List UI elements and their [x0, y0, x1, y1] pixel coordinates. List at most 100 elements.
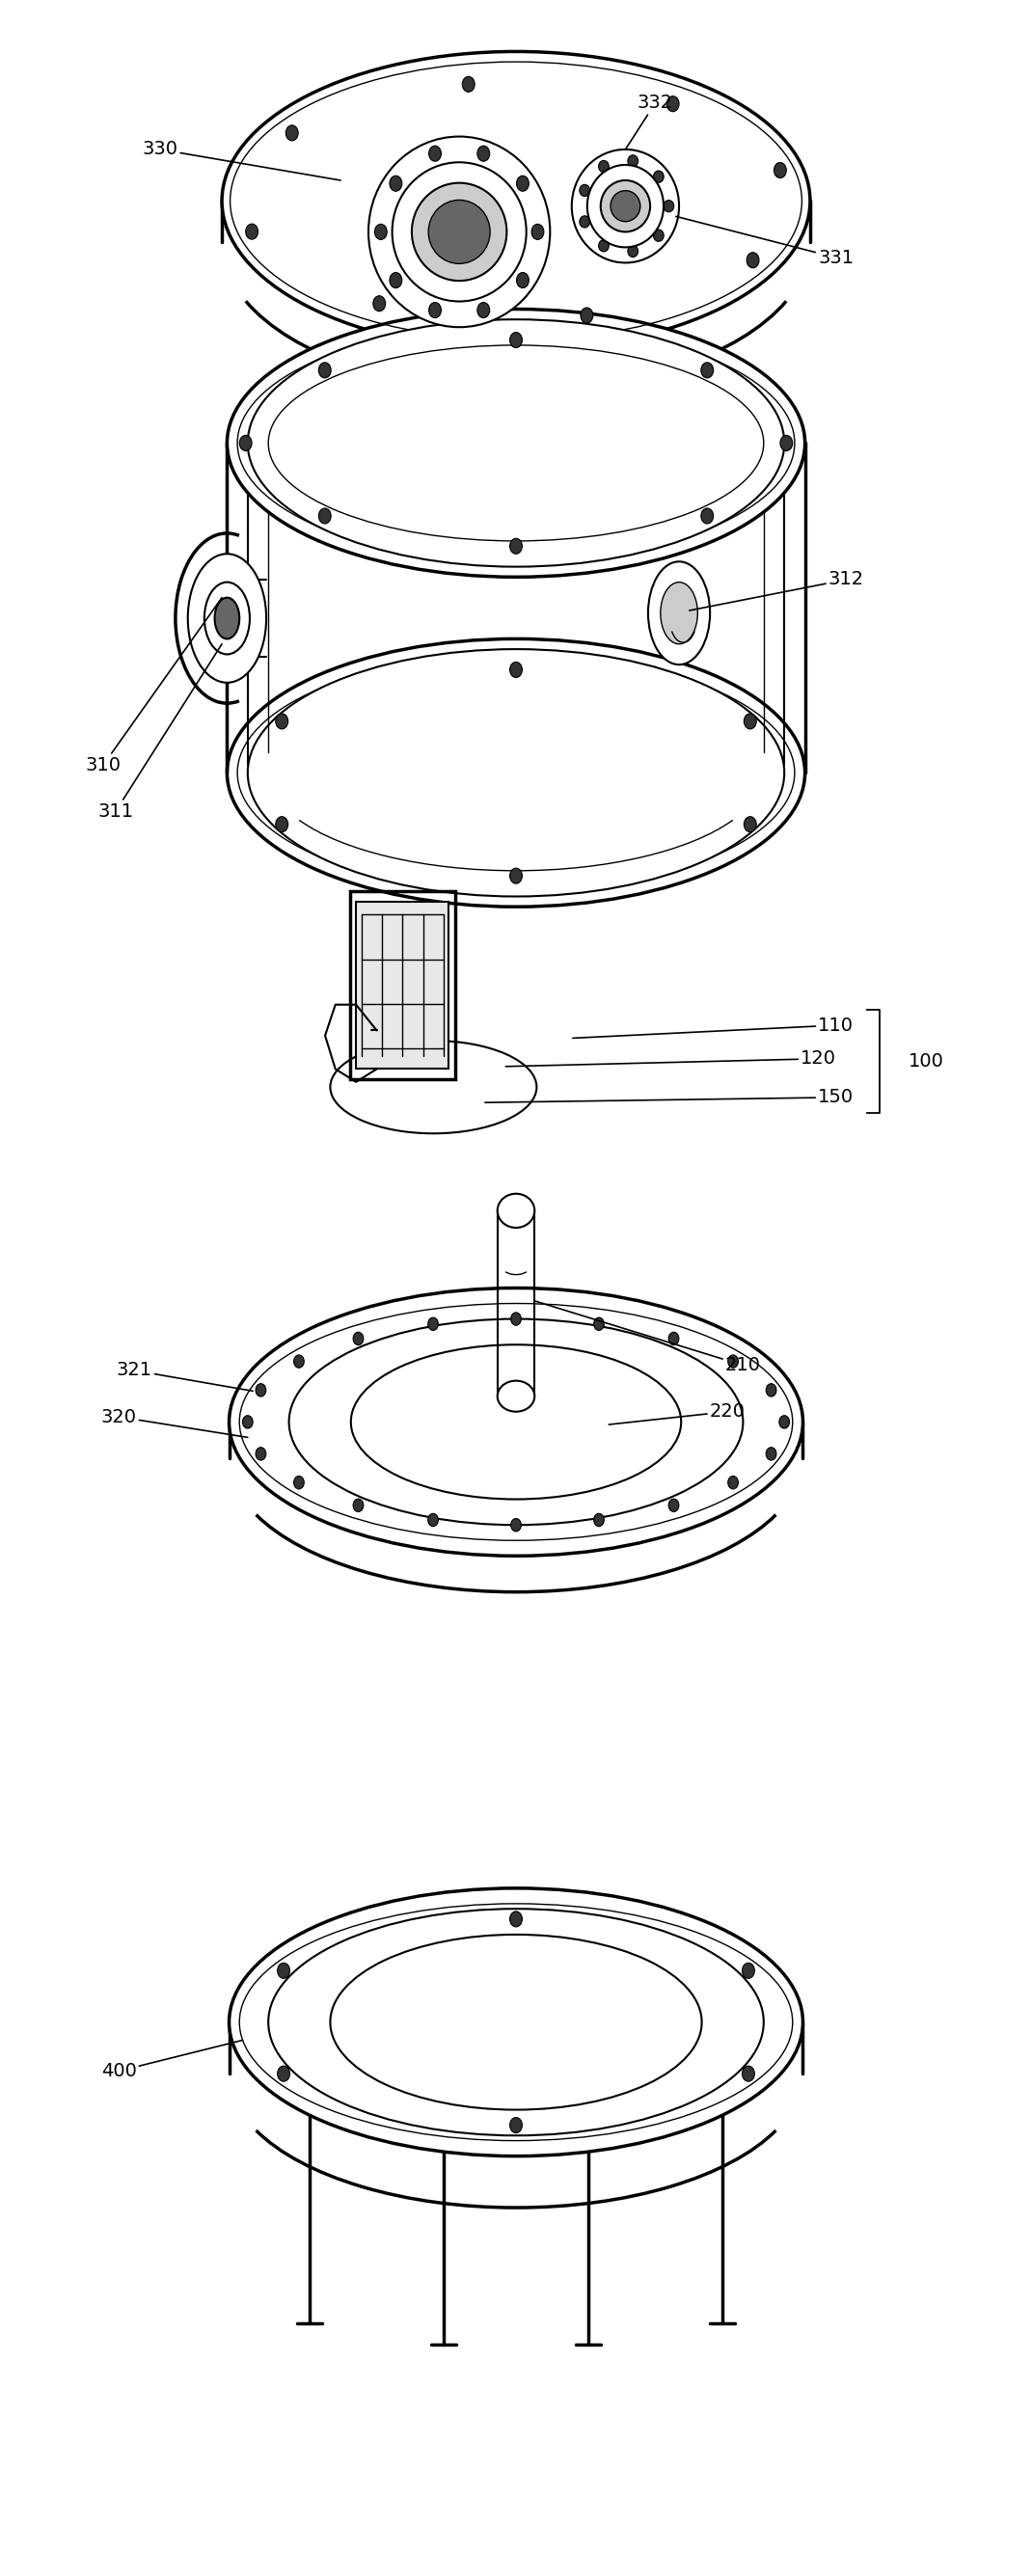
Ellipse shape — [766, 1383, 776, 1396]
Ellipse shape — [627, 245, 638, 258]
Ellipse shape — [728, 1476, 738, 1489]
Ellipse shape — [779, 1417, 789, 1430]
Ellipse shape — [462, 77, 475, 93]
Text: 110: 110 — [573, 1015, 853, 1038]
Ellipse shape — [593, 1515, 604, 1528]
Ellipse shape — [511, 1314, 521, 1327]
Ellipse shape — [248, 319, 784, 567]
Ellipse shape — [330, 1041, 537, 1133]
Ellipse shape — [368, 137, 550, 327]
Ellipse shape — [742, 2066, 754, 2081]
Text: 321: 321 — [117, 1360, 253, 1391]
Bar — [356, 902, 449, 1069]
Text: 210: 210 — [535, 1301, 761, 1376]
Text: 150: 150 — [485, 1087, 853, 1108]
Ellipse shape — [742, 1963, 754, 1978]
Text: 330: 330 — [142, 139, 341, 180]
Ellipse shape — [744, 817, 756, 832]
Ellipse shape — [278, 2066, 290, 2081]
Ellipse shape — [587, 165, 664, 247]
Ellipse shape — [294, 1476, 304, 1489]
Ellipse shape — [664, 201, 674, 211]
Ellipse shape — [286, 126, 298, 142]
Ellipse shape — [510, 538, 522, 554]
Text: 332: 332 — [625, 93, 673, 149]
Ellipse shape — [227, 639, 805, 907]
Ellipse shape — [243, 1417, 253, 1430]
Ellipse shape — [289, 1319, 743, 1525]
Ellipse shape — [653, 229, 664, 242]
Ellipse shape — [669, 1499, 679, 1512]
Ellipse shape — [204, 582, 250, 654]
Ellipse shape — [428, 201, 490, 263]
Ellipse shape — [611, 191, 640, 222]
Bar — [350, 891, 455, 1079]
Ellipse shape — [227, 309, 805, 577]
Ellipse shape — [222, 52, 810, 350]
Ellipse shape — [256, 1448, 266, 1461]
Ellipse shape — [248, 649, 784, 896]
Ellipse shape — [510, 662, 522, 677]
Ellipse shape — [728, 1355, 738, 1368]
Text: 320: 320 — [101, 1406, 248, 1437]
Ellipse shape — [375, 224, 387, 240]
Ellipse shape — [412, 183, 507, 281]
Ellipse shape — [497, 1381, 535, 1412]
Ellipse shape — [276, 714, 288, 729]
Ellipse shape — [351, 1345, 681, 1499]
Text: 312: 312 — [689, 569, 864, 611]
Ellipse shape — [246, 224, 258, 240]
Ellipse shape — [353, 1332, 363, 1345]
Ellipse shape — [278, 1963, 290, 1978]
Ellipse shape — [601, 180, 650, 232]
Ellipse shape — [390, 175, 402, 191]
Ellipse shape — [627, 155, 638, 167]
Text: 120: 120 — [506, 1048, 836, 1069]
Ellipse shape — [256, 1383, 266, 1396]
Ellipse shape — [511, 1520, 521, 1530]
Ellipse shape — [516, 175, 528, 191]
Ellipse shape — [276, 817, 288, 832]
Ellipse shape — [428, 1316, 439, 1329]
Ellipse shape — [669, 1332, 679, 1345]
Ellipse shape — [766, 1448, 776, 1461]
Ellipse shape — [572, 149, 679, 263]
Ellipse shape — [477, 147, 489, 162]
Ellipse shape — [268, 1909, 764, 2136]
Ellipse shape — [744, 714, 756, 729]
Ellipse shape — [477, 301, 489, 317]
Ellipse shape — [746, 252, 759, 268]
Ellipse shape — [510, 2117, 522, 2133]
Ellipse shape — [239, 435, 252, 451]
Ellipse shape — [373, 296, 385, 312]
Ellipse shape — [229, 1888, 803, 2156]
Ellipse shape — [516, 273, 528, 289]
Ellipse shape — [188, 554, 266, 683]
Text: 400: 400 — [101, 2040, 243, 2081]
Ellipse shape — [215, 598, 239, 639]
Ellipse shape — [667, 95, 679, 111]
Ellipse shape — [319, 363, 331, 379]
Ellipse shape — [392, 162, 526, 301]
Ellipse shape — [774, 162, 786, 178]
Ellipse shape — [580, 185, 590, 196]
Ellipse shape — [701, 363, 713, 379]
Text: 100: 100 — [908, 1051, 943, 1072]
Ellipse shape — [353, 1499, 363, 1512]
Ellipse shape — [429, 301, 442, 317]
Ellipse shape — [497, 1193, 535, 1229]
Text: 311: 311 — [98, 644, 222, 822]
Ellipse shape — [510, 332, 522, 348]
Ellipse shape — [660, 582, 698, 644]
Ellipse shape — [319, 507, 331, 523]
Ellipse shape — [510, 1911, 522, 1927]
Text: 220: 220 — [609, 1401, 745, 1425]
Ellipse shape — [653, 170, 664, 183]
Ellipse shape — [330, 1935, 702, 2110]
Ellipse shape — [531, 224, 544, 240]
Ellipse shape — [428, 1515, 439, 1528]
Ellipse shape — [229, 1288, 803, 1556]
Text: 310: 310 — [86, 598, 222, 775]
Ellipse shape — [599, 240, 609, 252]
Ellipse shape — [390, 273, 402, 289]
